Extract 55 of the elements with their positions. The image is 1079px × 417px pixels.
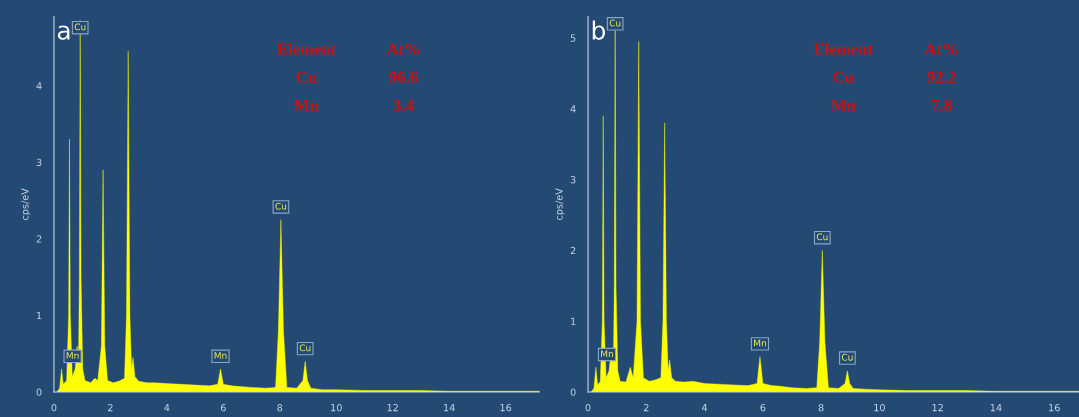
annotation: Mn — [831, 99, 856, 111]
annotation: Cu — [609, 19, 621, 27]
annotation: Cu — [833, 71, 854, 83]
x-tick-label: 14 — [444, 404, 455, 412]
x-tick-label: 8 — [277, 403, 283, 412]
annotation: 96.6 — [389, 71, 418, 83]
y-tick-label: 2 — [570, 246, 576, 255]
annotation: Cu — [74, 23, 86, 31]
x-tick-label: 4 — [701, 404, 708, 412]
y-tick-label: 4 — [36, 82, 42, 90]
x-tick-label: 10 — [874, 403, 885, 412]
y-tick-label: 0 — [570, 388, 576, 396]
annotation: Element — [814, 42, 873, 55]
y-tick-label: 3 — [570, 176, 576, 184]
annotation: Element — [277, 42, 336, 55]
x-tick-label: 12 — [932, 403, 943, 412]
annotation: Cu — [275, 202, 287, 210]
x-tick-label: 14 — [990, 404, 1002, 412]
x-tick-label: 2 — [643, 403, 649, 412]
annotation: Cu — [299, 344, 311, 352]
x-tick-label: 16 — [1049, 403, 1060, 412]
annotation: Mn — [601, 350, 613, 357]
y-axis-title: cps/eV — [21, 188, 31, 221]
x-tick-label: 6 — [760, 403, 766, 412]
annotation: Mn — [754, 339, 766, 347]
y-tick-label: 5 — [570, 34, 576, 42]
y-tick-label: 0 — [36, 388, 42, 396]
chart-title: a — [57, 25, 70, 40]
annotation: Cu — [841, 353, 853, 361]
x-tick-label: 8 — [818, 403, 824, 412]
chart-title: b — [592, 20, 606, 40]
annotation: Cu — [816, 233, 828, 241]
annotation: Cu — [296, 71, 317, 83]
x-tick-label: 0 — [51, 403, 57, 412]
y-tick-label: 1 — [37, 311, 42, 320]
y-axis-title: cps/eV — [555, 188, 565, 221]
x-tick-label: 12 — [387, 403, 398, 412]
x-tick-label: 2 — [108, 403, 113, 412]
y-tick-label: 4 — [570, 105, 576, 113]
x-tick-label: 10 — [331, 403, 342, 412]
annotation: 3.4 — [393, 99, 414, 112]
y-tick-label: 2 — [36, 235, 42, 243]
annotation: 92.2 — [927, 71, 956, 83]
x-tick-label: 4 — [164, 404, 170, 412]
y-tick-label: 3 — [36, 158, 42, 167]
y-tick-label: 1 — [571, 317, 576, 325]
annotation: Mn — [214, 352, 227, 359]
annotation: Mn — [66, 352, 79, 359]
annotation: 7.8 — [932, 99, 952, 112]
annotation: At% — [924, 43, 958, 55]
x-tick-label: 16 — [500, 403, 512, 412]
annotation: Mn — [294, 99, 319, 111]
x-tick-label: 0 — [585, 403, 591, 412]
x-tick-label: 6 — [220, 403, 226, 412]
annotation: At% — [386, 43, 420, 55]
